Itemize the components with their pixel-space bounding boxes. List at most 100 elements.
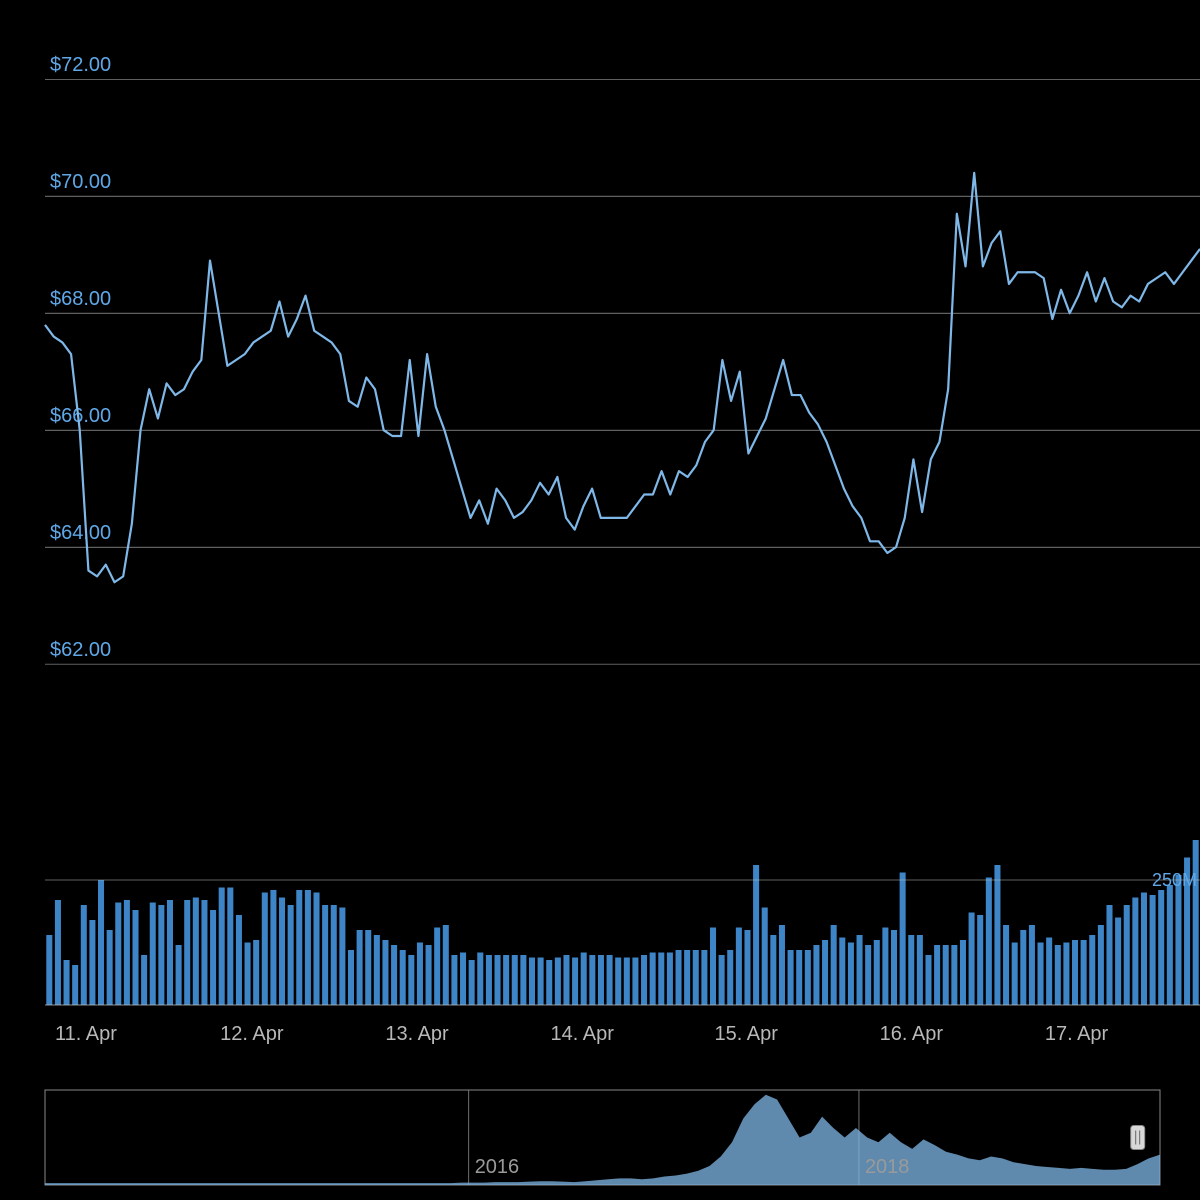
volume-bar xyxy=(1012,943,1018,1006)
volume-bar xyxy=(744,930,750,1005)
volume-y-label: 250M xyxy=(1152,870,1197,890)
volume-bar xyxy=(486,955,492,1005)
volume-bar xyxy=(598,955,604,1005)
volume-bar xyxy=(1046,938,1052,1006)
volume-bar xyxy=(210,910,216,1005)
volume-bar xyxy=(262,893,268,1006)
volume-bar xyxy=(934,945,940,1005)
volume-bar xyxy=(288,905,294,1005)
volume-bar xyxy=(184,900,190,1005)
volume-bar xyxy=(1063,943,1069,1006)
volume-bar xyxy=(589,955,595,1005)
volume-bar xyxy=(322,905,328,1005)
volume-bar xyxy=(951,945,957,1005)
volume-bar xyxy=(908,935,914,1005)
volume-bar xyxy=(495,955,501,1005)
volume-bar xyxy=(701,950,707,1005)
volume-bar xyxy=(891,930,897,1005)
volume-bar xyxy=(236,915,242,1005)
volume-bar xyxy=(986,878,992,1006)
volume-bar xyxy=(779,925,785,1005)
volume-bar xyxy=(158,905,164,1005)
volume-bar xyxy=(762,908,768,1006)
volume-bar xyxy=(770,935,776,1005)
navigator-label: 2016 xyxy=(475,1156,520,1178)
volume-bar xyxy=(848,943,854,1006)
volume-bar xyxy=(857,935,863,1005)
volume-bar xyxy=(426,945,432,1005)
volume-bar xyxy=(382,940,388,1005)
volume-bar xyxy=(270,890,276,1005)
volume-bar xyxy=(64,960,70,1005)
x-axis-label: 11. Apr xyxy=(55,1023,117,1045)
volume-bar xyxy=(1089,935,1095,1005)
volume-bar xyxy=(1175,875,1181,1005)
volume-bar xyxy=(348,950,354,1005)
volume-bar xyxy=(969,913,975,1006)
volume-bar xyxy=(581,953,587,1006)
x-axis-label: 13. Apr xyxy=(385,1023,449,1045)
volume-bar xyxy=(1098,925,1104,1005)
volume-bar xyxy=(977,915,983,1005)
price-y-label: $72.00 xyxy=(50,54,111,76)
volume-bar xyxy=(451,955,457,1005)
volume-bar xyxy=(1038,943,1044,1006)
price-y-label: $64.00 xyxy=(50,522,111,544)
volume-bar xyxy=(1150,895,1156,1005)
volume-bar xyxy=(839,938,845,1006)
volume-bar xyxy=(831,925,837,1005)
x-axis-label: 15. Apr xyxy=(715,1023,779,1045)
navigator-handle[interactable] xyxy=(1131,1126,1145,1150)
volume-bar xyxy=(245,943,251,1006)
navigator-area xyxy=(45,1095,1160,1185)
volume-bar xyxy=(1115,918,1121,1006)
volume-bar xyxy=(227,888,233,1006)
volume-bar xyxy=(365,930,371,1005)
volume-bar xyxy=(753,865,759,1005)
price-y-label: $70.00 xyxy=(50,171,111,193)
volume-bar xyxy=(900,873,906,1006)
volume-bar xyxy=(434,928,440,1006)
volume-bar xyxy=(667,953,673,1006)
volume-bar xyxy=(615,958,621,1006)
volume-bar xyxy=(296,890,302,1005)
volume-bar xyxy=(408,955,414,1005)
volume-bar xyxy=(305,890,311,1005)
volume-bar xyxy=(460,953,466,1006)
volume-bar xyxy=(313,893,319,1006)
volume-bar xyxy=(676,950,682,1005)
volume-bar xyxy=(874,940,880,1005)
volume-bar xyxy=(658,953,664,1006)
volume-bar xyxy=(719,955,725,1005)
volume-bar xyxy=(641,955,647,1005)
volume-bar xyxy=(813,945,819,1005)
volume-bar xyxy=(882,928,888,1006)
volume-bar xyxy=(736,928,742,1006)
volume-bar xyxy=(469,960,475,1005)
volume-bar xyxy=(443,925,449,1005)
volume-bar xyxy=(632,958,638,1006)
volume-bar xyxy=(1167,885,1173,1005)
volume-bar xyxy=(357,930,363,1005)
navigator-label: 2018 xyxy=(865,1156,910,1178)
volume-bar xyxy=(400,950,406,1005)
volume-bar xyxy=(141,955,147,1005)
volume-bar xyxy=(693,950,699,1005)
volume-bar xyxy=(710,928,716,1006)
x-axis-label: 16. Apr xyxy=(880,1023,944,1045)
x-axis-label: 17. Apr xyxy=(1045,1023,1109,1045)
volume-bar xyxy=(943,945,949,1005)
volume-bar xyxy=(46,935,52,1005)
x-axis-label: 12. Apr xyxy=(220,1023,284,1045)
volume-bar xyxy=(1141,893,1147,1006)
volume-bar xyxy=(555,958,561,1006)
volume-bar xyxy=(279,898,285,1006)
volume-bar xyxy=(994,865,1000,1005)
volume-bar xyxy=(219,888,225,1006)
volume-bar xyxy=(339,908,345,1006)
price-y-label: $68.00 xyxy=(50,288,111,310)
price-y-label: $66.00 xyxy=(50,405,111,427)
volume-bar xyxy=(796,950,802,1005)
volume-bar xyxy=(546,960,552,1005)
volume-bar xyxy=(788,950,794,1005)
